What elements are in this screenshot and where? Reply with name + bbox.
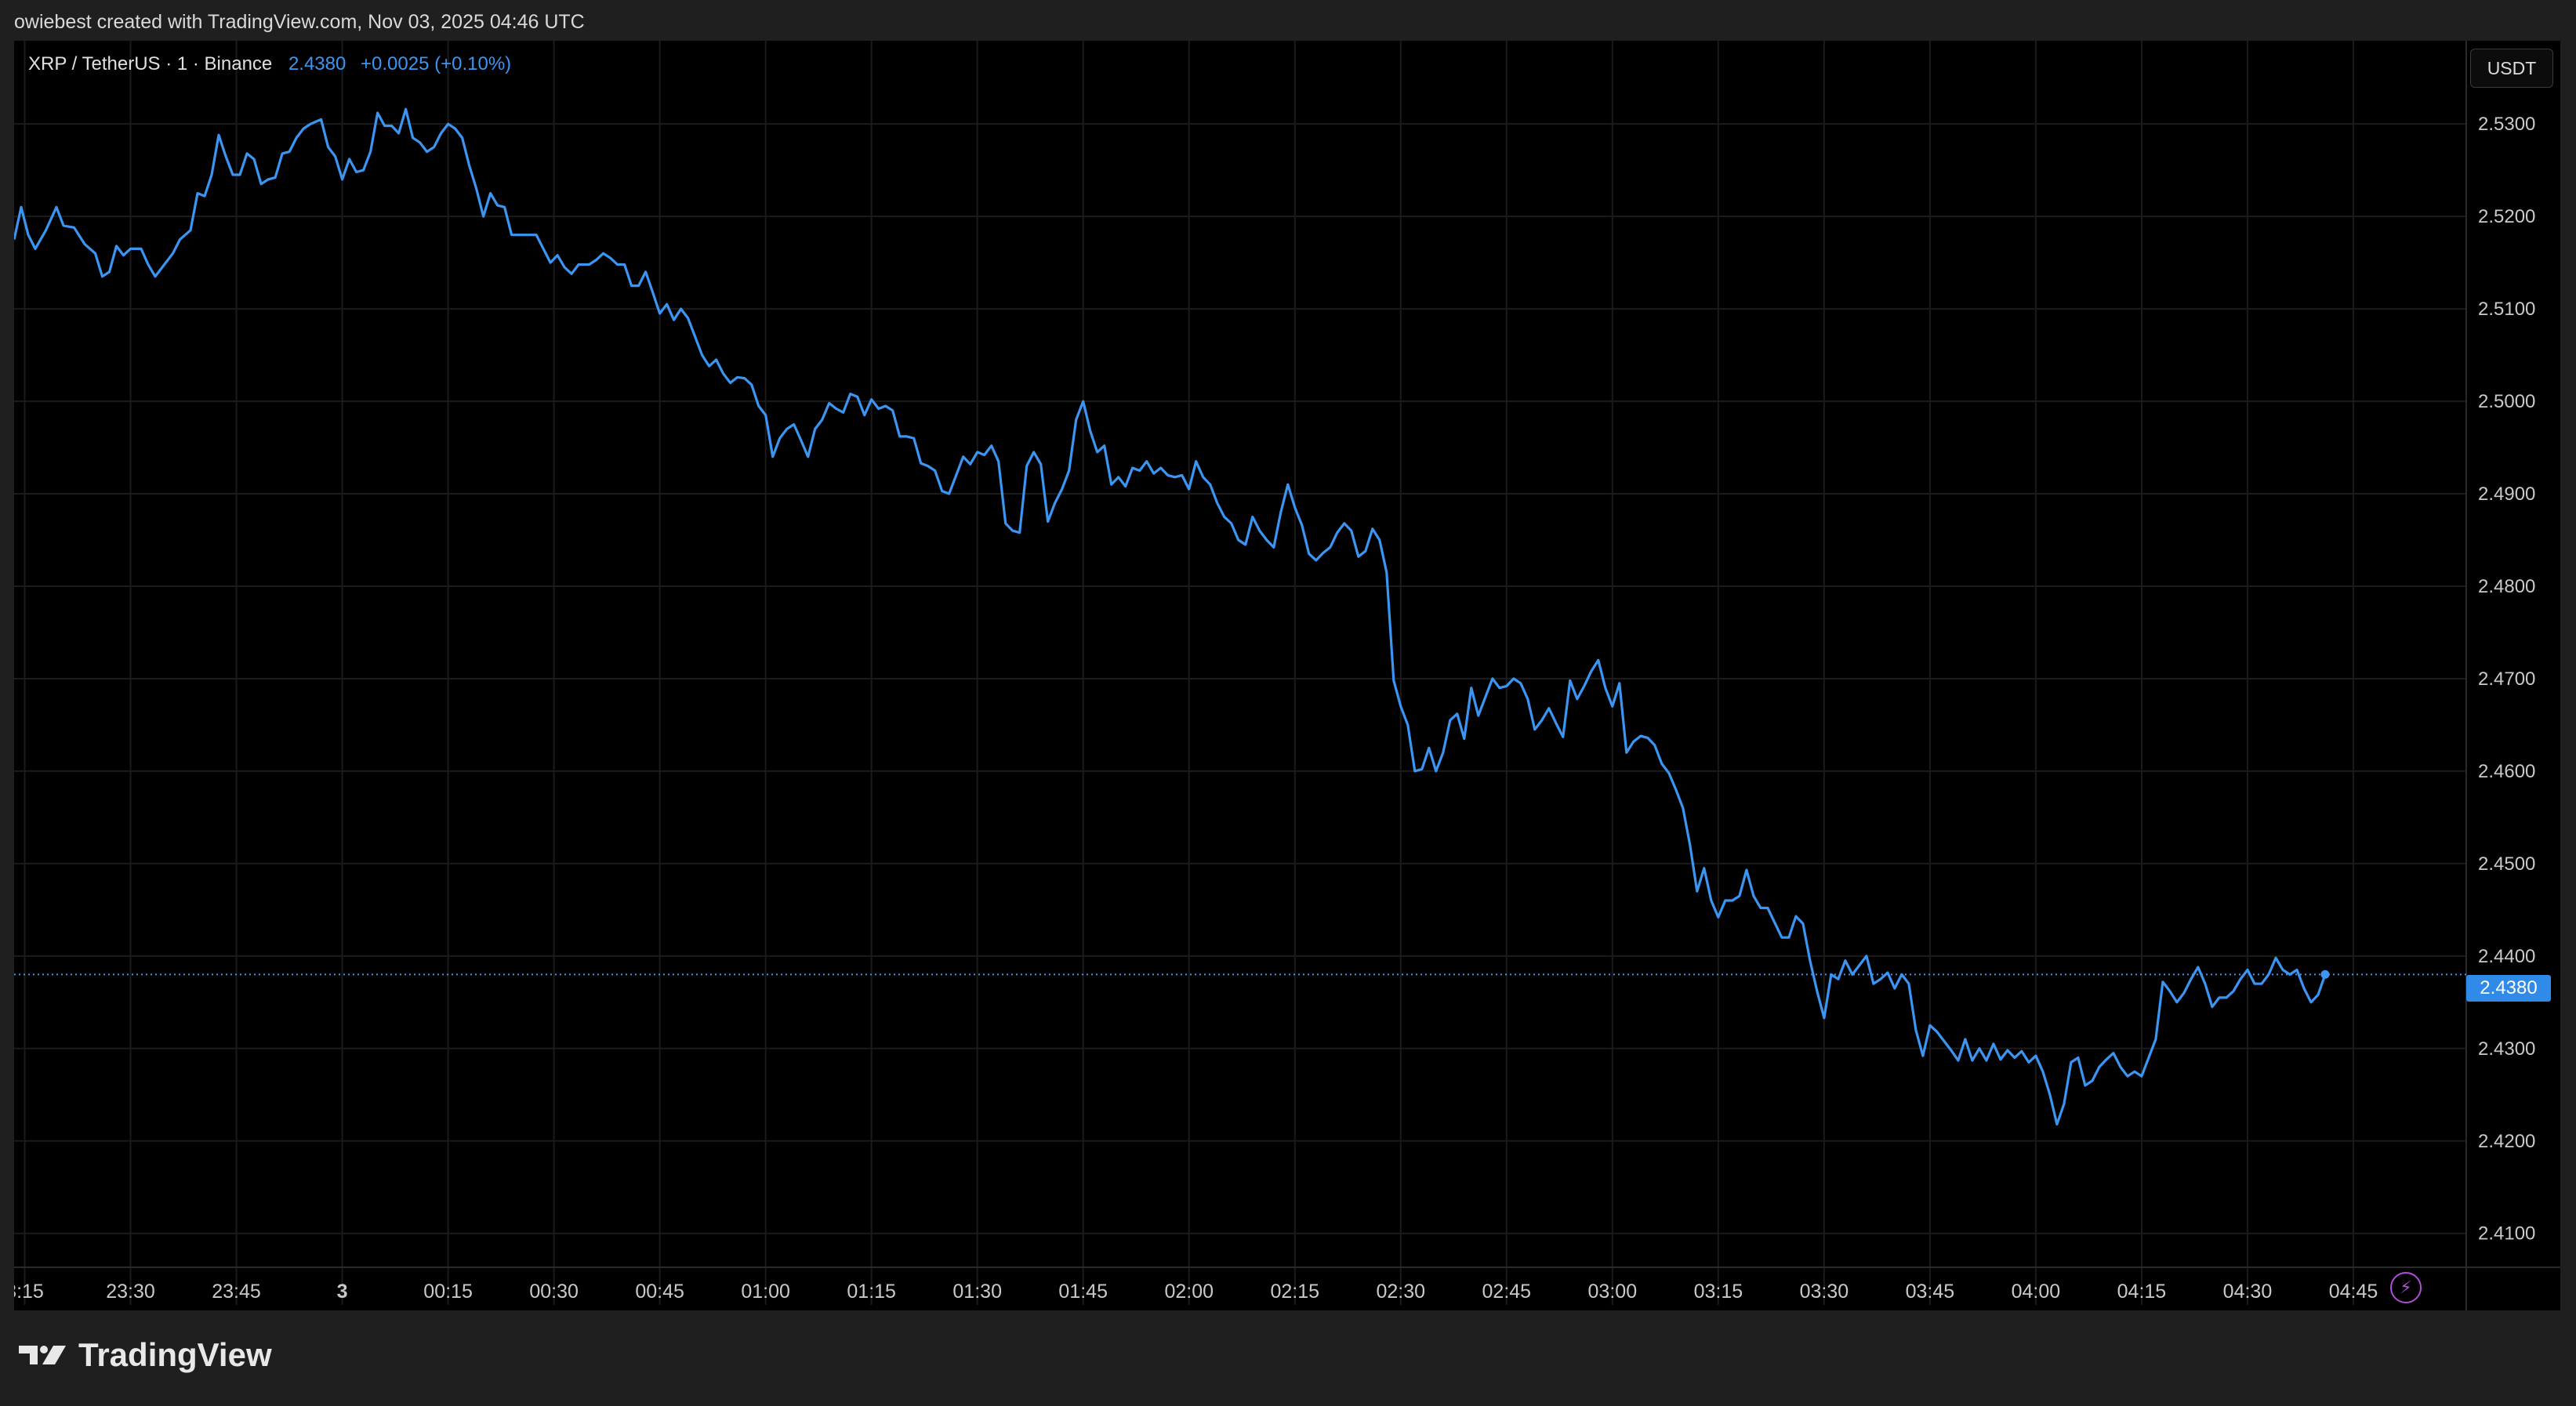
y-tick-label: 2.4800 <box>2478 576 2535 597</box>
chart-area[interactable]: 2.5300 2.5200 2.5100 2.5000 2.4900 2.4800 2.47… <box>14 41 2560 1310</box>
y-tick-label: 2.4900 <box>2478 484 2535 505</box>
last-price-tag: 2.4380 <box>2466 975 2551 1002</box>
x-tick-label: 01:00 <box>741 1281 790 1303</box>
y-tick-label: 2.4400 <box>2478 946 2535 967</box>
legend-change: +0.0025 (+0.10%) <box>361 53 512 74</box>
x-tick-label: 03:45 <box>1906 1281 1955 1303</box>
y-tick-label: 2.5000 <box>2478 391 2535 412</box>
lightning-bolt-icon[interactable]: ⚡ <box>2390 1272 2422 1303</box>
x-tick-label: 02:00 <box>1164 1281 1214 1303</box>
x-tick-label: 03:00 <box>1588 1281 1638 1303</box>
x-tick-label: 04:45 <box>2329 1281 2378 1303</box>
x-tick-label: 02:15 <box>1270 1281 1319 1303</box>
symbol-label: XRP / TetherUS · 1 · Binance <box>28 53 273 74</box>
x-tick-label: 23:45 <box>212 1281 261 1303</box>
y-tick-label: 2.4500 <box>2478 853 2535 875</box>
x-tick-label: 01:45 <box>1058 1281 1108 1303</box>
x-tick-label: 02:45 <box>1482 1281 1532 1303</box>
y-tick-label: 2.4700 <box>2478 669 2535 690</box>
chart-attribution: owiebest created with TradingView.com, N… <box>14 11 585 33</box>
x-tick-label: 03:30 <box>1800 1281 1849 1303</box>
series-line <box>14 107 2327 1126</box>
x-tick-label: 23:30 <box>106 1281 155 1303</box>
x-tick-label: 3:15 <box>14 1281 44 1303</box>
tradingview-logo-icon <box>19 1346 66 1364</box>
y-tick-label: 2.4100 <box>2478 1223 2535 1245</box>
x-tick-label: 03:15 <box>1694 1281 1743 1303</box>
currency-button[interactable]: USDT <box>2470 49 2553 88</box>
tradingview-brand[interactable]: TradingView <box>17 1336 272 1374</box>
x-tick-label: 00:45 <box>635 1281 684 1303</box>
x-tick-label: 01:30 <box>952 1281 1002 1303</box>
y-tick-label: 2.5200 <box>2478 206 2535 227</box>
x-tick-label: 04:00 <box>2012 1281 2061 1303</box>
x-tick-label: 3 <box>337 1281 348 1303</box>
y-tick-label: 2.4200 <box>2478 1131 2535 1152</box>
x-tick-label: 04:15 <box>2117 1281 2167 1303</box>
x-tick-label: 00:30 <box>529 1281 579 1303</box>
x-tick-label: 01:15 <box>847 1281 896 1303</box>
legend-price: 2.4380 <box>288 53 346 74</box>
price-line-chart[interactable]: 2.5300 2.5200 2.5100 2.5000 2.4900 2.4800 2.47… <box>14 41 2560 1310</box>
y-tick-label: 2.5100 <box>2478 299 2535 320</box>
y-tick-label: 2.5300 <box>2478 114 2535 135</box>
y-tick-label: 2.4600 <box>2478 761 2535 782</box>
x-tick-label: 00:15 <box>423 1281 473 1303</box>
brand-name: TradingView <box>78 1336 272 1373</box>
x-tick-label: 04:30 <box>2223 1281 2273 1303</box>
symbol-legend: XRP / TetherUS · 1 · Binance 2.4380 +0.0… <box>28 53 511 75</box>
y-tick-label: 2.4300 <box>2478 1038 2535 1060</box>
x-tick-label: 02:30 <box>1377 1281 1426 1303</box>
last-point-marker <box>2320 969 2330 979</box>
